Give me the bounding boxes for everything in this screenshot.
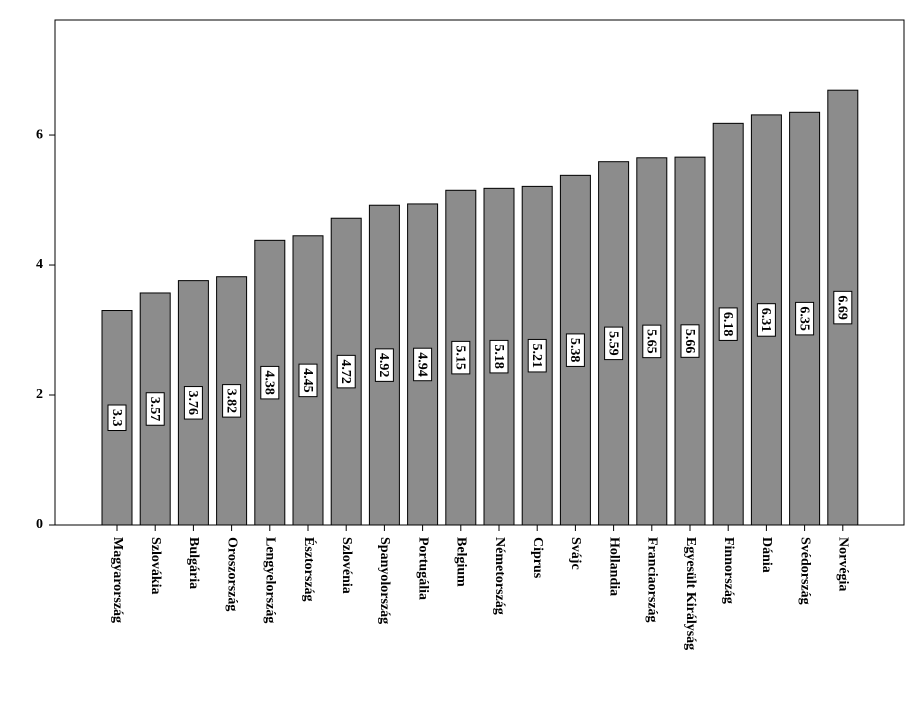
x-tick-label: Bulgária [186,537,201,589]
x-tick-label: Norvégia [836,537,851,591]
value-label-text: 5.59 [605,331,620,356]
value-label: 4.72 [336,354,356,389]
value-label-text: 4.45 [300,368,315,393]
x-tick-label: Egyesült Királyság [683,537,698,650]
value-label: 5.66 [680,324,700,358]
x-tick-label: Belgium [454,537,469,587]
value-label-text: 3.82 [223,389,238,414]
y-tick-label: 6 [36,127,43,142]
value-label-box [527,338,547,373]
value-label-box [374,348,394,382]
value-label: 6.18 [718,307,738,341]
x-tick-label: Portugália [415,537,430,600]
value-label-text: 6.69 [835,295,850,320]
value-label: 6.35 [795,301,815,336]
value-label-box [183,386,203,420]
x-tick-label: Oroszország [224,537,239,611]
x-tick-label: Németország [492,537,507,615]
value-label: 4.92 [374,348,394,382]
value-label-box [642,324,662,359]
value-label-text: 6.18 [720,312,735,337]
x-tick-label: Franciaország [645,537,660,623]
value-label: 4.94 [413,347,433,382]
value-label: 5.18 [489,339,509,374]
x-tick-label: Dánia [759,537,774,573]
value-label: 4.45 [298,363,318,398]
x-tick-label: Szlovákia [148,537,163,595]
value-label-text: 5.18 [491,344,506,369]
value-label: 3.3 [107,404,127,432]
value-label: 6.69 [833,290,853,325]
value-label-text: 5.66 [682,329,697,354]
x-tick-label: Finnország [721,537,736,604]
y-tick-label: 2 [36,387,43,402]
value-label: 3.82 [222,384,242,418]
value-label-box [489,339,509,374]
y-tick-label: 0 [36,517,43,532]
value-label: 6.31 [756,303,776,337]
value-label-box [718,307,738,341]
value-label-text: 3.76 [185,391,200,416]
x-tick-label: Hollandia [606,537,621,596]
value-label-text: 3.57 [147,397,162,422]
value-label-box [107,404,127,432]
value-label-box [413,347,433,382]
value-label-box [145,392,165,426]
value-label: 5.38 [565,333,585,367]
x-tick-label: Lengyelország [263,537,278,623]
value-label-text: 4.92 [376,353,391,378]
value-label-box [222,384,242,418]
plot-frame [54,19,905,526]
value-label-box [298,363,318,398]
bar [559,174,591,526]
value-label-box [833,290,853,325]
value-label-text: 4.38 [262,370,277,395]
value-label-box [795,301,815,336]
value-label: 3.76 [183,386,203,420]
value-label: 5.15 [451,340,471,375]
value-label-text: 5.38 [567,338,582,363]
x-tick-label: Svédország [797,537,812,605]
value-label-text: 5.21 [529,343,544,368]
value-label-box [451,340,471,375]
x-tick-label: Svájc [568,537,583,570]
value-label-box [756,303,776,337]
value-label-text: 3.3 [109,409,124,427]
value-label-box [336,354,356,389]
value-label-text: 4.94 [414,352,429,377]
value-label-text: 5.15 [453,345,468,370]
y-tick-label: 4 [36,257,43,272]
x-tick-label: Szlovénia [339,537,354,594]
x-tick-label: Ciprus [530,537,545,579]
value-label-box [260,365,280,400]
bar [827,89,859,526]
x-tick-label: Észtország [301,537,318,602]
value-label-text: 4.72 [338,359,353,384]
bar [330,217,362,526]
value-label: 5.65 [642,324,662,359]
value-label-text: 6.31 [758,308,773,333]
value-label-text: 6.35 [796,306,811,331]
value-label-box [565,333,585,367]
value-label: 5.21 [527,338,547,373]
value-label-box [680,324,700,358]
value-label-text: 5.65 [644,329,659,354]
value-label: 5.59 [604,326,624,361]
value-label: 4.38 [260,365,280,400]
x-tick-label: Magyarország [110,537,125,623]
value-label: 3.57 [145,392,165,426]
value-label-box [604,326,624,361]
x-tick-label: Spanyolország [377,537,392,624]
